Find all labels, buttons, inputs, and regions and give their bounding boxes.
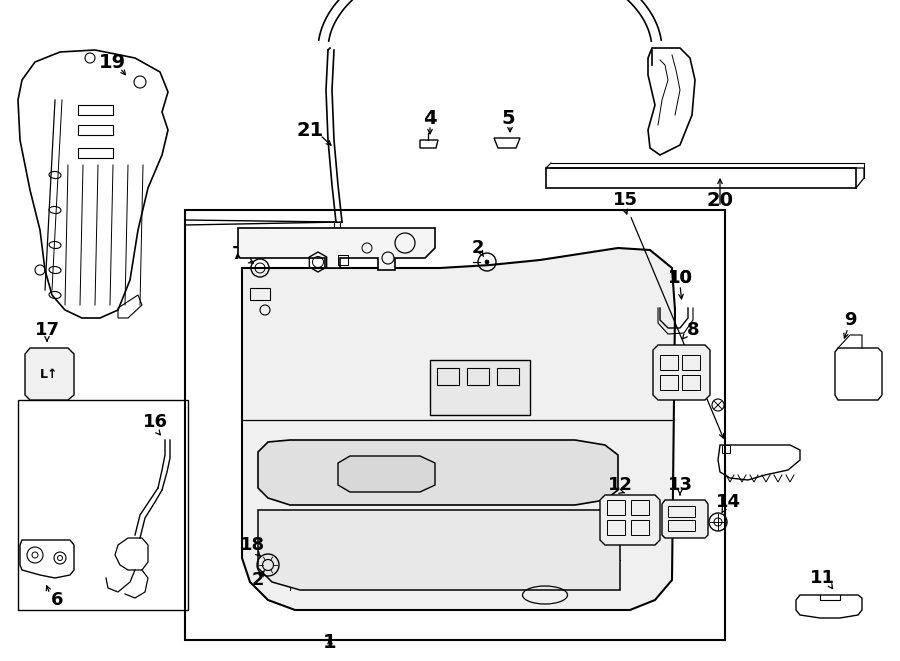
- Bar: [78, 105, 113, 115]
- Polygon shape: [430, 360, 530, 415]
- Text: 13: 13: [668, 476, 692, 494]
- Polygon shape: [600, 495, 660, 545]
- Polygon shape: [242, 248, 675, 610]
- Text: 18: 18: [239, 536, 265, 554]
- Bar: [78, 125, 113, 135]
- Text: 16: 16: [142, 413, 167, 431]
- Polygon shape: [25, 348, 74, 400]
- Text: 10: 10: [668, 269, 692, 287]
- Text: 14: 14: [716, 493, 741, 511]
- Circle shape: [485, 260, 489, 264]
- Text: 5: 5: [501, 108, 515, 128]
- Text: 12: 12: [608, 476, 633, 494]
- Text: 8: 8: [687, 321, 699, 339]
- Polygon shape: [258, 510, 620, 590]
- Text: 21: 21: [296, 120, 324, 139]
- Text: 6: 6: [50, 591, 63, 609]
- Text: 17: 17: [34, 321, 59, 339]
- Polygon shape: [238, 228, 435, 270]
- Text: 2: 2: [472, 239, 484, 257]
- Text: L↑: L↑: [40, 368, 58, 381]
- Polygon shape: [653, 345, 710, 400]
- Bar: [78, 148, 113, 158]
- Text: 9: 9: [844, 311, 856, 329]
- Text: 15: 15: [613, 191, 637, 209]
- Text: 4: 4: [423, 108, 436, 128]
- Bar: [185, 210, 725, 640]
- Bar: [18, 400, 188, 610]
- Text: 11: 11: [809, 569, 834, 587]
- Text: 7: 7: [232, 245, 244, 263]
- Text: 20: 20: [706, 190, 733, 210]
- Text: 2: 2: [252, 571, 265, 589]
- Text: 3: 3: [311, 239, 324, 257]
- Text: 1: 1: [323, 633, 337, 652]
- Polygon shape: [338, 456, 435, 492]
- Polygon shape: [258, 440, 618, 505]
- Text: 10: 10: [668, 269, 692, 287]
- Polygon shape: [662, 500, 708, 538]
- Text: 19: 19: [98, 52, 126, 71]
